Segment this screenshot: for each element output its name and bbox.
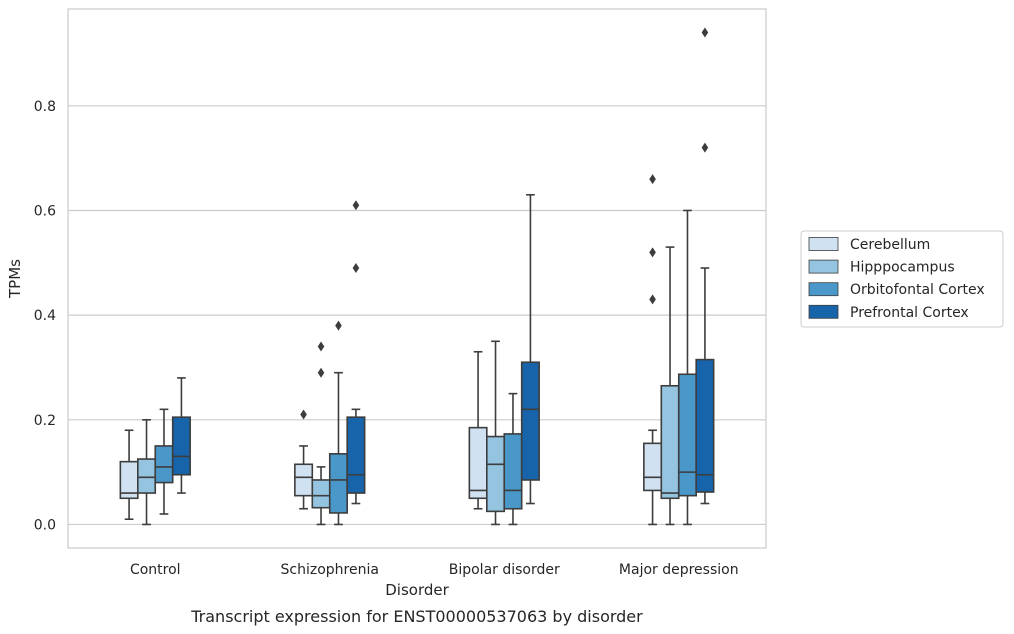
outlier-marker [649,174,656,185]
box-3-2 [677,209,698,526]
box-2-0 [468,350,488,510]
legend-swatch [808,282,839,297]
y-tick-label: 0.6 [34,203,56,219]
box-iqr [695,358,715,493]
x-tick-label: Bipolar disorder [449,562,560,578]
legend-swatch [808,259,839,274]
legend: Cerebellum Hipppocampus Orbitofontal Corte… [800,230,1004,328]
legend-swatch [808,237,839,251]
x-tick-label: Control [130,562,181,578]
box-iqr [294,463,314,497]
outlier-marker [335,320,342,331]
box-0-2 [154,408,174,515]
y-tick-label: 0.4 [34,308,56,324]
box-iqr [154,445,174,484]
legend-label: Hipppocampus [850,260,955,276]
box-2-3 [520,193,540,505]
box-0-0 [119,429,139,521]
legend-label: Prefrontal Cortex [850,305,969,321]
y-tick-label: 0.8 [34,99,56,115]
box-iqr [660,384,680,500]
box-iqr [503,433,523,510]
legend-label: Cerebellum [850,237,930,253]
x-tick-label: Schizophrenia [281,562,379,578]
box-1-1 [311,341,331,526]
box-iqr [346,416,366,494]
box-iqr [468,426,488,500]
y-axis-ticks: 0.0 0.2 0.4 0.6 0.8 [34,99,56,534]
box-iqr [485,435,506,513]
box-2-2 [503,392,523,526]
box-3-3 [695,27,715,505]
y-axis-label: TPMs [6,259,24,299]
outlier-marker [352,200,360,211]
box-3-0 [643,174,663,526]
box-0-1 [137,418,157,526]
box-2-1 [485,340,506,526]
legend-label: Orbitofontal Cortex [850,282,985,298]
outlier-marker [352,263,360,274]
box-iqr [171,416,191,476]
x-axis-ticks: Control Schizophrenia Bipolar disorder Majo… [130,562,739,578]
box-1-3 [346,200,366,505]
outlier-marker [317,367,325,378]
outlier-marker [701,27,709,38]
x-tick-label: Major depression [619,562,739,578]
box-iqr [311,479,331,509]
box-3-1 [660,246,680,526]
legend-frame [800,230,1004,328]
boxes [119,27,715,526]
box-1-2 [328,320,349,526]
outlier-marker [701,142,709,153]
y-tick-label: 0.2 [34,413,56,429]
plot-area-frame [67,8,767,549]
outlier-marker [649,247,656,258]
box-iqr [677,373,698,497]
y-tick-label: 0.0 [34,517,56,533]
chart-caption: Transcript expression for ENST0000053706… [190,607,643,626]
box-0-3 [171,377,191,494]
box-iqr [520,361,540,481]
legend-swatch [808,304,839,319]
box-iqr [137,458,157,494]
outlier-marker [649,294,656,305]
outlier-marker [300,409,307,420]
outlier-marker [317,341,325,352]
box-iqr [328,453,349,514]
x-axis-label: Disorder [385,581,449,599]
box-1-0 [294,409,314,510]
box-iqr [643,442,663,492]
